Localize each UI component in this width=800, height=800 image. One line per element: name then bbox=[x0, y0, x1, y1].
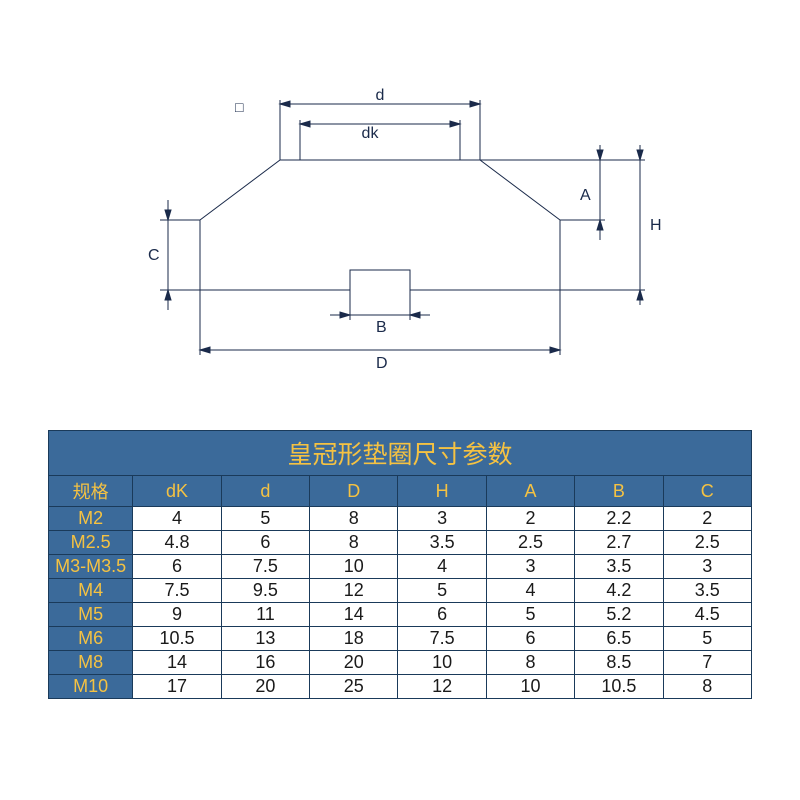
dim-A-label: A bbox=[580, 187, 591, 204]
value-cell: 3 bbox=[398, 507, 486, 531]
table-row: M81416201088.57 bbox=[49, 651, 752, 675]
value-cell: 2.2 bbox=[575, 507, 663, 531]
dim-B-label: B bbox=[376, 319, 387, 336]
value-cell: 3 bbox=[663, 555, 751, 579]
header-B: B bbox=[575, 476, 663, 507]
header-dK: dK bbox=[133, 476, 221, 507]
spec-cell: M8 bbox=[49, 651, 133, 675]
value-cell: 10 bbox=[398, 651, 486, 675]
table-row: M3-M3.567.510433.53 bbox=[49, 555, 752, 579]
value-cell: 2 bbox=[663, 507, 751, 531]
value-cell: 10 bbox=[310, 555, 398, 579]
dim-H-label: H bbox=[650, 217, 662, 234]
header-spec: 规格 bbox=[49, 476, 133, 507]
value-cell: 9 bbox=[133, 603, 221, 627]
spec-cell: M5 bbox=[49, 603, 133, 627]
spec-cell: M10 bbox=[49, 675, 133, 699]
technical-diagram: d dk □ A H C B D bbox=[100, 60, 700, 400]
table-row: M2.54.8683.52.52.72.5 bbox=[49, 531, 752, 555]
table-row: M591114655.24.5 bbox=[49, 603, 752, 627]
header-H: H bbox=[398, 476, 486, 507]
spec-cell: M2 bbox=[49, 507, 133, 531]
header-d: d bbox=[221, 476, 309, 507]
value-cell: 6 bbox=[486, 627, 574, 651]
value-cell: 10 bbox=[486, 675, 574, 699]
value-cell: 2.5 bbox=[486, 531, 574, 555]
value-cell: 16 bbox=[221, 651, 309, 675]
dim-C-label: C bbox=[148, 247, 160, 264]
value-cell: 8.5 bbox=[575, 651, 663, 675]
dim-d-label: d bbox=[376, 87, 385, 104]
value-cell: 3.5 bbox=[663, 579, 751, 603]
header-A: A bbox=[486, 476, 574, 507]
table-row: M47.59.512544.23.5 bbox=[49, 579, 752, 603]
spec-cell: M6 bbox=[49, 627, 133, 651]
value-cell: 3 bbox=[486, 555, 574, 579]
value-cell: 20 bbox=[310, 651, 398, 675]
value-cell: 2 bbox=[486, 507, 574, 531]
value-cell: 3.5 bbox=[575, 555, 663, 579]
header-C: C bbox=[663, 476, 751, 507]
spec-cell: M3-M3.5 bbox=[49, 555, 133, 579]
square-symbol: □ bbox=[235, 99, 244, 115]
value-cell: 10.5 bbox=[133, 627, 221, 651]
value-cell: 6 bbox=[133, 555, 221, 579]
dim-dk-label: dk bbox=[362, 125, 380, 142]
value-cell: 12 bbox=[310, 579, 398, 603]
value-cell: 7.5 bbox=[133, 579, 221, 603]
value-cell: 2.7 bbox=[575, 531, 663, 555]
value-cell: 11 bbox=[221, 603, 309, 627]
value-cell: 4.5 bbox=[663, 603, 751, 627]
header-D: D bbox=[310, 476, 398, 507]
value-cell: 17 bbox=[133, 675, 221, 699]
table-title: 皇冠形垫圈尺寸参数 bbox=[49, 431, 752, 476]
table-row: M10172025121010.58 bbox=[49, 675, 752, 699]
value-cell: 5.2 bbox=[575, 603, 663, 627]
value-cell: 25 bbox=[310, 675, 398, 699]
table-row: M2458322.22 bbox=[49, 507, 752, 531]
value-cell: 5 bbox=[398, 579, 486, 603]
value-cell: 8 bbox=[486, 651, 574, 675]
value-cell: 20 bbox=[221, 675, 309, 699]
value-cell: 4 bbox=[133, 507, 221, 531]
value-cell: 4 bbox=[398, 555, 486, 579]
value-cell: 8 bbox=[663, 675, 751, 699]
value-cell: 6.5 bbox=[575, 627, 663, 651]
value-cell: 9.5 bbox=[221, 579, 309, 603]
value-cell: 5 bbox=[486, 603, 574, 627]
value-cell: 13 bbox=[221, 627, 309, 651]
table-title-row: 皇冠形垫圈尺寸参数 bbox=[49, 431, 752, 476]
value-cell: 14 bbox=[310, 603, 398, 627]
table-row: M610.513187.566.55 bbox=[49, 627, 752, 651]
value-cell: 10.5 bbox=[575, 675, 663, 699]
value-cell: 5 bbox=[663, 627, 751, 651]
value-cell: 6 bbox=[221, 531, 309, 555]
value-cell: 7 bbox=[663, 651, 751, 675]
value-cell: 8 bbox=[310, 531, 398, 555]
spec-cell: M4 bbox=[49, 579, 133, 603]
value-cell: 4 bbox=[486, 579, 574, 603]
value-cell: 2.5 bbox=[663, 531, 751, 555]
value-cell: 4.2 bbox=[575, 579, 663, 603]
value-cell: 12 bbox=[398, 675, 486, 699]
value-cell: 18 bbox=[310, 627, 398, 651]
value-cell: 3.5 bbox=[398, 531, 486, 555]
dimensions-table: 皇冠形垫圈尺寸参数 规格 dK d D H A B C M2458322.22M… bbox=[48, 430, 752, 699]
spec-cell: M2.5 bbox=[49, 531, 133, 555]
value-cell: 8 bbox=[310, 507, 398, 531]
value-cell: 14 bbox=[133, 651, 221, 675]
value-cell: 4.8 bbox=[133, 531, 221, 555]
value-cell: 7.5 bbox=[221, 555, 309, 579]
value-cell: 7.5 bbox=[398, 627, 486, 651]
table-header-row: 规格 dK d D H A B C bbox=[49, 476, 752, 507]
value-cell: 6 bbox=[398, 603, 486, 627]
value-cell: 5 bbox=[221, 507, 309, 531]
dim-D-label: D bbox=[376, 355, 388, 372]
